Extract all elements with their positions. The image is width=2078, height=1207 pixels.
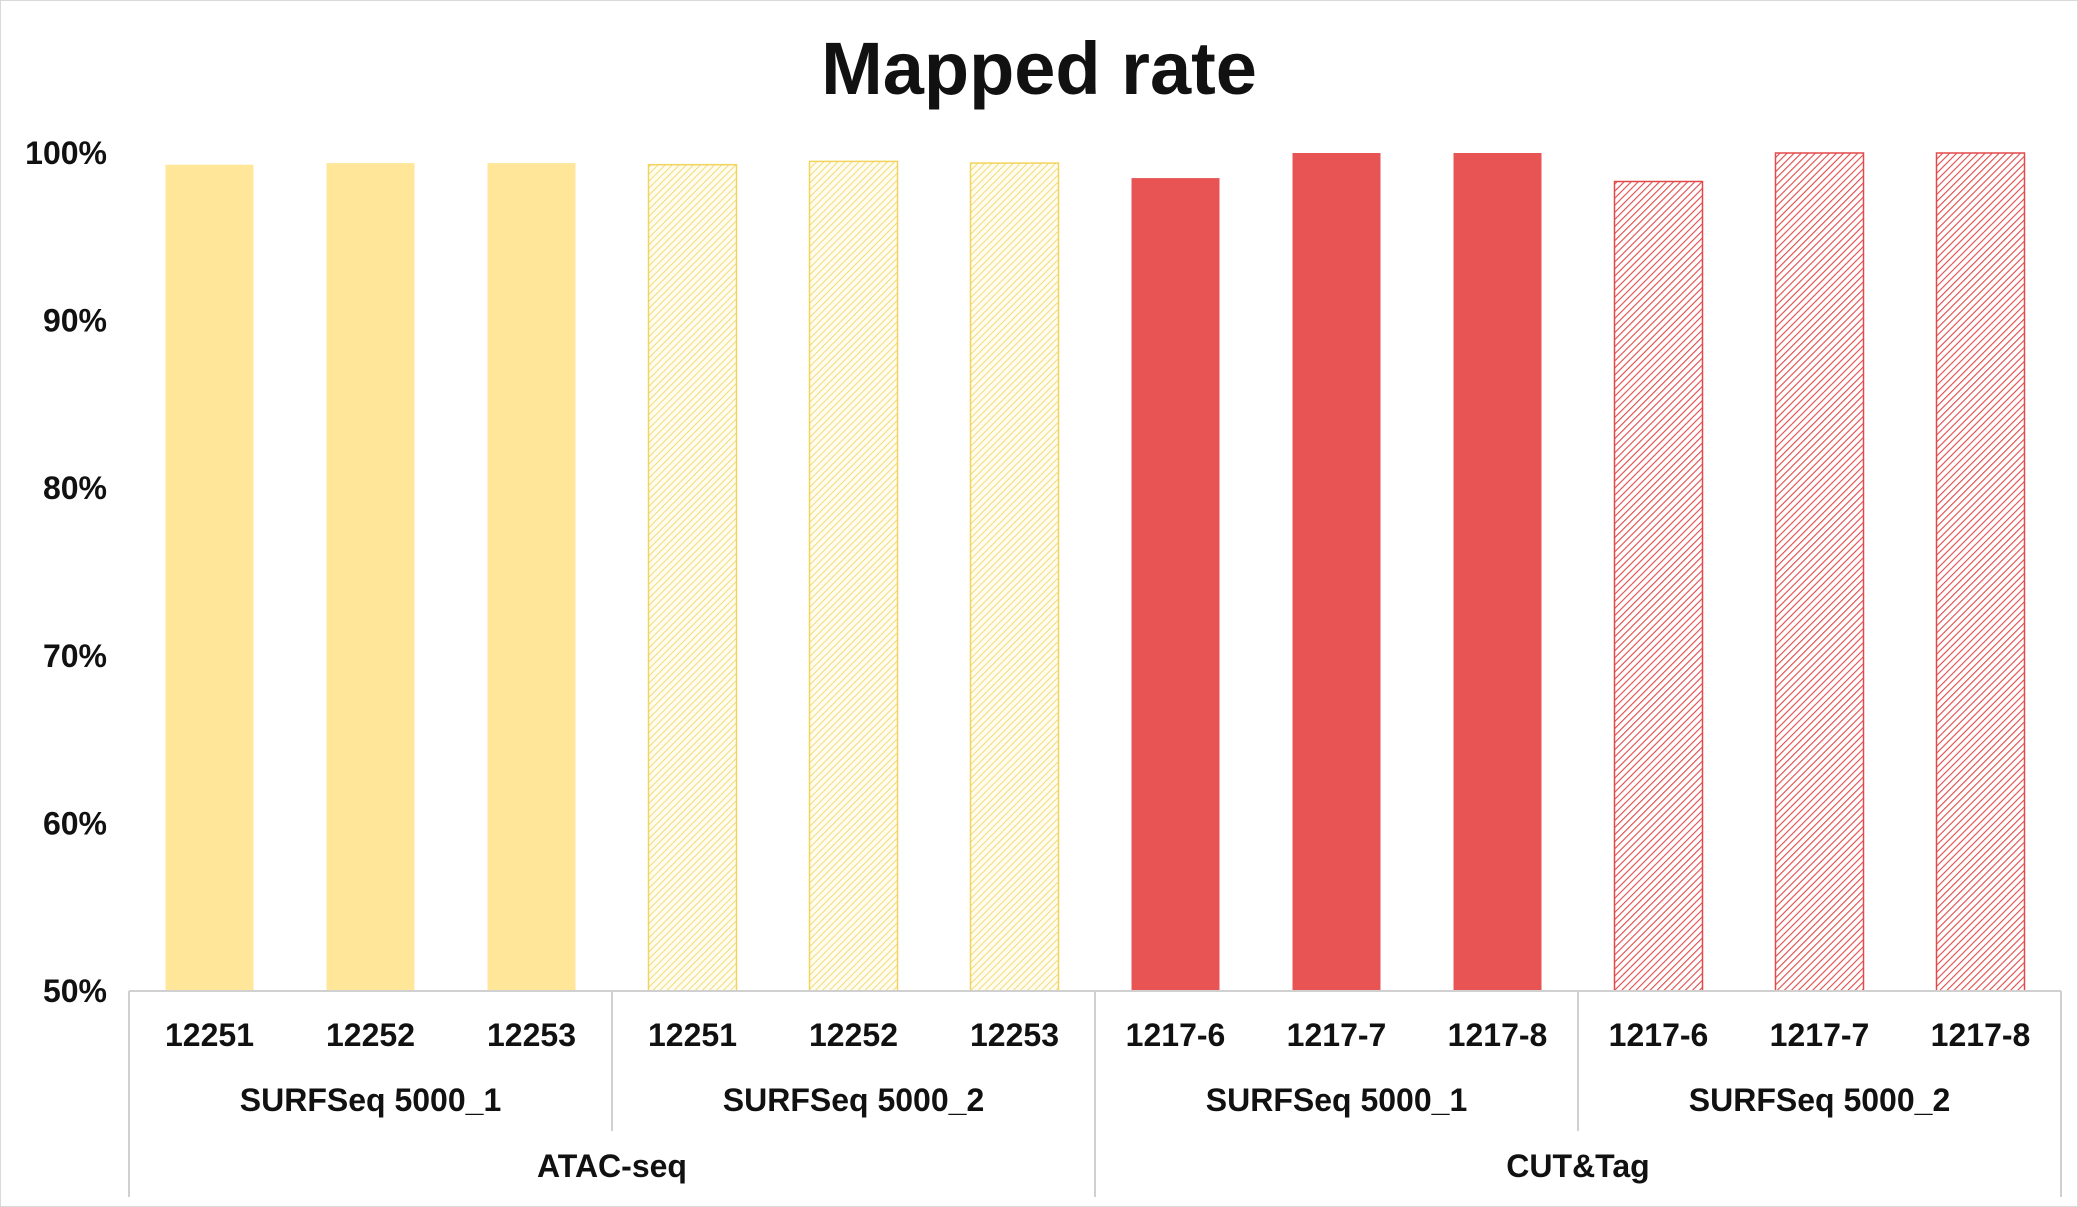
y-tick-label: 50% (43, 973, 107, 1009)
x-tick-label: 12251 (165, 1017, 254, 1053)
subgroup-label: SURFSeq 5000_2 (723, 1082, 984, 1118)
y-tick-label: 100% (25, 135, 107, 171)
x-tick-label: 1217-6 (1126, 1017, 1226, 1053)
x-tick-label: 12253 (487, 1017, 576, 1053)
bar (969, 162, 1060, 992)
group-label: ATAC-seq (537, 1148, 687, 1184)
x-tick-label: 1217-7 (1770, 1017, 1870, 1053)
bar (326, 163, 415, 992)
x-tick-label: 1217-8 (1931, 1017, 2031, 1053)
y-tick-label: 80% (43, 470, 107, 506)
bar (1453, 153, 1542, 991)
y-tick-label: 60% (43, 805, 107, 841)
x-tick-label: 12251 (648, 1017, 737, 1053)
x-tick-label: 12253 (970, 1017, 1059, 1053)
x-tick-label: 1217-6 (1609, 1017, 1709, 1053)
subgroup-label: SURFSeq 5000_2 (1689, 1082, 1950, 1118)
bar (808, 160, 899, 992)
bar (1613, 180, 1704, 992)
bar (1935, 152, 2026, 992)
x-tick-label: 1217-7 (1287, 1017, 1387, 1053)
x-tick-label: 12252 (326, 1017, 415, 1053)
x-tick-label: 1217-8 (1448, 1017, 1548, 1053)
x-tick-label: 12252 (809, 1017, 898, 1053)
bar (1131, 178, 1220, 992)
bar (647, 163, 738, 992)
bar (1292, 153, 1381, 991)
bar (165, 164, 254, 991)
group-label: CUT&Tag (1506, 1148, 1649, 1184)
chart-title: Mapped rate (821, 27, 1257, 110)
y-tick-label: 70% (43, 638, 107, 674)
subgroup-label: SURFSeq 5000_1 (240, 1082, 501, 1118)
bar (487, 163, 576, 992)
subgroup-label: SURFSeq 5000_1 (1206, 1082, 1467, 1118)
y-tick-label: 90% (43, 303, 107, 339)
bar (1774, 152, 1865, 992)
